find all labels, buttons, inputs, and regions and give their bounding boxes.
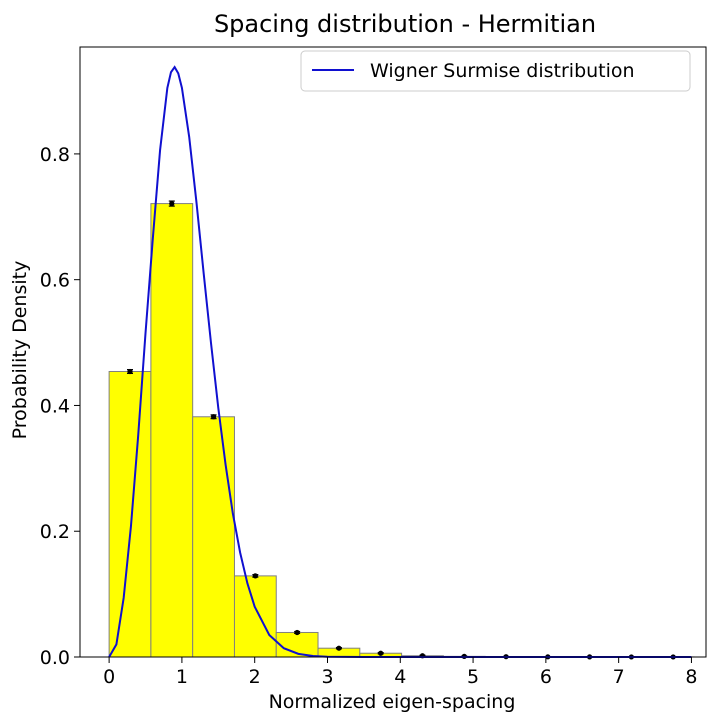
histogram-bar	[233, 575, 277, 658]
error-bar	[294, 629, 301, 636]
x-tick-label: 4	[394, 666, 406, 688]
x-axis: 0 1 2 3 4 5 6 7 8	[103, 657, 697, 688]
x-axis-label: Normalized eigen-spacing	[269, 691, 516, 713]
error-bar	[252, 573, 259, 579]
y-tick-label: 0.0	[40, 647, 70, 669]
y-tick-label: 0.8	[40, 144, 70, 166]
y-tick-label: 0.2	[40, 521, 70, 543]
legend-box	[300, 50, 691, 92]
chart-title: Spacing distribution - Hermitian	[214, 10, 596, 38]
x-tick-label: 6	[540, 666, 552, 688]
x-tick-label: 1	[176, 666, 188, 688]
error-bar	[168, 200, 175, 207]
error-bar	[210, 414, 217, 420]
error-bar	[335, 645, 342, 651]
plot-frame	[79, 46, 707, 658]
x-tick-label: 8	[685, 666, 697, 688]
histogram-bars	[108, 203, 695, 658]
y-axis: 0.0 0.2 0.4 0.6 0.8	[40, 144, 80, 669]
y-tick-label: 0.4	[40, 395, 70, 417]
x-tick-label: 5	[467, 666, 479, 688]
y-tick-label: 0.6	[40, 270, 70, 292]
x-tick-label: 7	[613, 666, 625, 688]
x-tick-label: 2	[249, 666, 261, 688]
histogram-bar	[108, 370, 152, 658]
error-bar	[127, 368, 134, 375]
histogram-bar	[150, 203, 194, 658]
legend-label: Wigner Surmise distribution	[370, 60, 635, 82]
x-tick-label: 0	[103, 666, 115, 688]
y-axis-label: Probability Density	[9, 261, 31, 440]
legend: Wigner Surmise distribution	[300, 50, 691, 92]
error-bar	[377, 650, 384, 656]
histogram-bar	[192, 416, 235, 658]
error-bars	[127, 200, 677, 660]
x-tick-label: 3	[321, 666, 333, 688]
